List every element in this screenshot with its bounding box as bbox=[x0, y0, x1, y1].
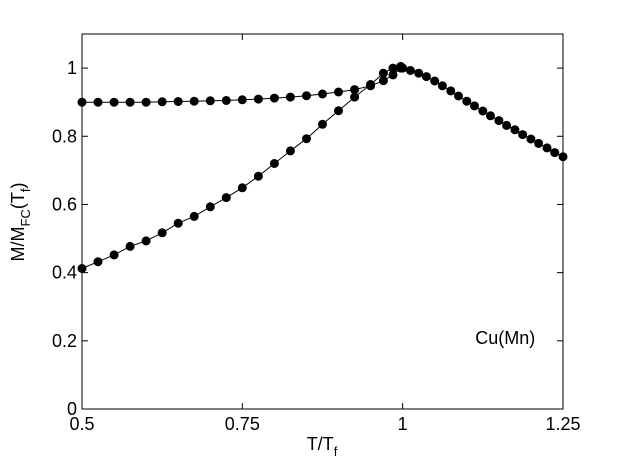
data-point bbox=[388, 63, 398, 73]
y-tick-label: 0 bbox=[67, 399, 77, 419]
data-point bbox=[237, 183, 247, 193]
y-axis-label-sub1: FC bbox=[18, 209, 33, 226]
data-point bbox=[237, 95, 247, 105]
data-point bbox=[542, 143, 552, 153]
series-line-0 bbox=[82, 67, 402, 103]
data-point bbox=[550, 148, 560, 158]
data-point bbox=[414, 68, 424, 78]
data-point bbox=[125, 241, 135, 251]
x-tick-label: 1.25 bbox=[545, 414, 580, 434]
y-tick-label: 0.2 bbox=[52, 331, 77, 351]
data-markers bbox=[77, 61, 568, 273]
data-point bbox=[446, 86, 456, 96]
data-point bbox=[502, 120, 512, 130]
data-point bbox=[526, 134, 536, 144]
data-point bbox=[388, 70, 398, 80]
data-point bbox=[478, 106, 488, 116]
data-point bbox=[205, 96, 215, 106]
data-point bbox=[253, 171, 263, 181]
y-axis-label-pre: M/M bbox=[8, 226, 28, 261]
y-axis-label-post: ) bbox=[8, 183, 28, 189]
data-point bbox=[494, 116, 504, 126]
data-point bbox=[454, 91, 463, 101]
x-tick-label: 0.75 bbox=[225, 414, 260, 434]
data-point bbox=[141, 97, 151, 107]
data-point bbox=[302, 91, 311, 101]
y-tick-label: 1 bbox=[67, 58, 77, 78]
data-point bbox=[334, 87, 343, 97]
data-point bbox=[253, 94, 263, 104]
data-point bbox=[285, 146, 295, 156]
y-axis-label: M/MFC(Tf) bbox=[8, 183, 33, 262]
series-line-1 bbox=[81, 65, 401, 269]
y-tick-label: 0.6 bbox=[52, 194, 77, 214]
data-point bbox=[109, 97, 119, 107]
y-axis-label-sub2: f bbox=[18, 188, 33, 192]
data-point bbox=[462, 96, 472, 106]
x-axis-label-main: T/T bbox=[307, 434, 334, 454]
data-point bbox=[77, 97, 87, 107]
data-point bbox=[470, 101, 479, 111]
data-point bbox=[285, 92, 295, 102]
data-point bbox=[221, 193, 231, 203]
data-point bbox=[189, 211, 199, 221]
data-point bbox=[378, 68, 388, 78]
data-point bbox=[430, 76, 440, 86]
data-point bbox=[534, 138, 544, 148]
data-point bbox=[205, 202, 215, 212]
data-point bbox=[350, 92, 360, 102]
data-point bbox=[173, 97, 183, 106]
data-point bbox=[125, 97, 135, 107]
data-point bbox=[350, 85, 360, 95]
data-point bbox=[518, 130, 528, 140]
data-point bbox=[173, 218, 183, 228]
y-axis-label-mid: (T bbox=[8, 192, 28, 209]
data-point bbox=[378, 76, 388, 86]
data-point bbox=[318, 119, 327, 129]
x-axis-label: T/Tf bbox=[307, 434, 338, 459]
y-tick-label: 0.4 bbox=[52, 263, 77, 283]
x-axis-label-sub: f bbox=[334, 444, 338, 459]
data-point bbox=[157, 228, 167, 238]
annotation-cu-mn: Cu(Mn) bbox=[475, 328, 535, 348]
data-point bbox=[366, 80, 376, 89]
data-point bbox=[437, 81, 447, 91]
data-point bbox=[421, 72, 431, 82]
data-point bbox=[398, 63, 408, 73]
data-point bbox=[189, 96, 199, 106]
data-point bbox=[141, 236, 151, 246]
data-point bbox=[109, 250, 119, 260]
plot-area-frame bbox=[81, 33, 564, 410]
x-tick-label: 1 bbox=[398, 414, 408, 434]
x-tick-label: 0.5 bbox=[69, 414, 94, 434]
data-point bbox=[510, 125, 520, 135]
data-point bbox=[93, 257, 103, 267]
data-point bbox=[318, 89, 327, 99]
data-point bbox=[302, 134, 311, 144]
data-point bbox=[405, 66, 415, 75]
data-point bbox=[157, 97, 167, 107]
y-tick-label: 0.8 bbox=[52, 126, 77, 146]
axis-ticks: 0.5 0.75 1 1.25 0 0.2 0.4 0.6 0.8 1 bbox=[52, 34, 581, 434]
data-point bbox=[269, 159, 279, 168]
data-point bbox=[558, 152, 568, 162]
data-point bbox=[221, 96, 231, 105]
data-point bbox=[486, 111, 495, 121]
data-point bbox=[93, 97, 103, 107]
data-point bbox=[77, 264, 87, 273]
data-point bbox=[334, 106, 343, 116]
data-point bbox=[269, 93, 279, 103]
